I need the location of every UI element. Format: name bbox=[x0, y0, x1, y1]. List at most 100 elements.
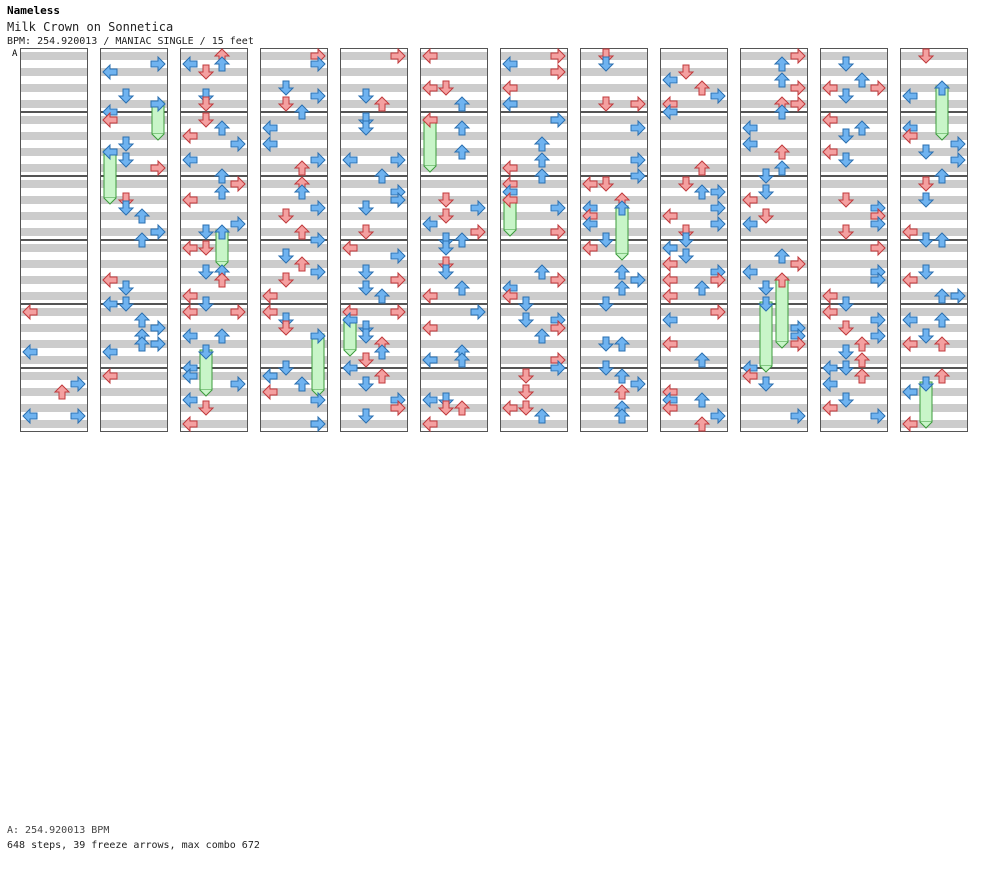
freeze-tail bbox=[503, 229, 517, 237]
beat-stripe bbox=[660, 180, 728, 188]
measure-box bbox=[420, 304, 488, 368]
beat-stripe bbox=[820, 212, 888, 220]
beat-stripe bbox=[20, 276, 88, 284]
measure-box bbox=[420, 48, 488, 112]
measure-box bbox=[500, 240, 568, 304]
beat-stripe bbox=[580, 420, 648, 428]
beat-stripe bbox=[340, 244, 408, 252]
measure-box bbox=[900, 112, 968, 176]
beat-stripe bbox=[20, 228, 88, 236]
measure-box bbox=[500, 304, 568, 368]
beat-stripe bbox=[900, 84, 968, 92]
beat-stripe bbox=[660, 276, 728, 284]
beat-stripe bbox=[900, 388, 968, 396]
beat-stripe bbox=[660, 356, 728, 364]
beat-stripe bbox=[740, 324, 808, 332]
measure-box bbox=[740, 112, 808, 176]
beat-stripe bbox=[900, 180, 968, 188]
beat-stripe bbox=[20, 196, 88, 204]
measure-box bbox=[500, 368, 568, 432]
measure-box bbox=[820, 48, 888, 112]
beat-stripe bbox=[420, 212, 488, 220]
beat-stripe bbox=[20, 244, 88, 252]
beat-stripe bbox=[660, 260, 728, 268]
measure-box bbox=[740, 304, 808, 368]
beat-stripe bbox=[580, 388, 648, 396]
measure-box bbox=[100, 112, 168, 176]
beat-stripe bbox=[260, 260, 328, 268]
beat-stripe bbox=[660, 404, 728, 412]
beat-stripe bbox=[740, 308, 808, 316]
beat-stripe bbox=[660, 116, 728, 124]
beat-stripe bbox=[660, 52, 728, 60]
beat-stripe bbox=[260, 68, 328, 76]
measure-box bbox=[820, 176, 888, 240]
measure-box bbox=[180, 48, 248, 112]
beat-stripe bbox=[340, 84, 408, 92]
measure-box bbox=[660, 368, 728, 432]
beat-stripe bbox=[900, 260, 968, 268]
beat-stripe bbox=[580, 276, 648, 284]
beat-stripe bbox=[260, 356, 328, 364]
beat-stripe bbox=[420, 244, 488, 252]
beat-stripe bbox=[500, 276, 568, 284]
beat-stripe bbox=[420, 228, 488, 236]
beat-stripe bbox=[100, 68, 168, 76]
beat-stripe bbox=[420, 372, 488, 380]
beat-stripe bbox=[660, 196, 728, 204]
beat-stripe bbox=[180, 116, 248, 124]
beat-stripe bbox=[180, 164, 248, 172]
beat-stripe bbox=[340, 276, 408, 284]
beat-stripe bbox=[500, 100, 568, 108]
beat-stripe bbox=[180, 52, 248, 60]
beat-stripe bbox=[340, 356, 408, 364]
freeze-tail bbox=[423, 165, 437, 173]
beat-stripe bbox=[500, 372, 568, 380]
freeze-tail bbox=[935, 133, 949, 141]
beat-stripe bbox=[740, 276, 808, 284]
beat-stripe bbox=[580, 196, 648, 204]
beat-stripe bbox=[740, 132, 808, 140]
beat-stripe bbox=[420, 292, 488, 300]
beat-stripe bbox=[580, 212, 648, 220]
beat-stripe bbox=[660, 164, 728, 172]
measure-box bbox=[340, 304, 408, 368]
beat-stripe bbox=[20, 164, 88, 172]
measure-box bbox=[660, 240, 728, 304]
measure-box bbox=[580, 112, 648, 176]
beat-stripe bbox=[20, 292, 88, 300]
bpm-summary: A: 254.920013 BPM bbox=[7, 825, 110, 836]
beat-stripe bbox=[340, 308, 408, 316]
measure-box bbox=[340, 176, 408, 240]
beat-stripe bbox=[340, 68, 408, 76]
measure-box bbox=[180, 176, 248, 240]
beat-stripe bbox=[580, 308, 648, 316]
beat-stripe bbox=[20, 52, 88, 60]
measure-box bbox=[740, 176, 808, 240]
measure-box bbox=[500, 112, 568, 176]
beat-stripe bbox=[420, 308, 488, 316]
beat-stripe bbox=[580, 164, 648, 172]
measure-box bbox=[100, 48, 168, 112]
beat-stripe bbox=[260, 132, 328, 140]
beat-stripe bbox=[500, 260, 568, 268]
beat-stripe bbox=[260, 388, 328, 396]
beat-stripe bbox=[660, 420, 728, 428]
beat-stripe bbox=[20, 260, 88, 268]
beat-stripe bbox=[340, 212, 408, 220]
beat-stripe bbox=[20, 308, 88, 316]
beat-stripe bbox=[100, 404, 168, 412]
beat-stripe bbox=[500, 292, 568, 300]
beat-stripe bbox=[500, 212, 568, 220]
beat-stripe bbox=[580, 228, 648, 236]
beat-stripe bbox=[420, 84, 488, 92]
beat-stripe bbox=[500, 420, 568, 428]
beat-stripe bbox=[100, 164, 168, 172]
beat-stripe bbox=[740, 260, 808, 268]
beat-stripe bbox=[340, 196, 408, 204]
beat-stripe bbox=[180, 100, 248, 108]
beat-stripe bbox=[340, 164, 408, 172]
beat-stripe bbox=[500, 164, 568, 172]
beat-stripe bbox=[420, 340, 488, 348]
